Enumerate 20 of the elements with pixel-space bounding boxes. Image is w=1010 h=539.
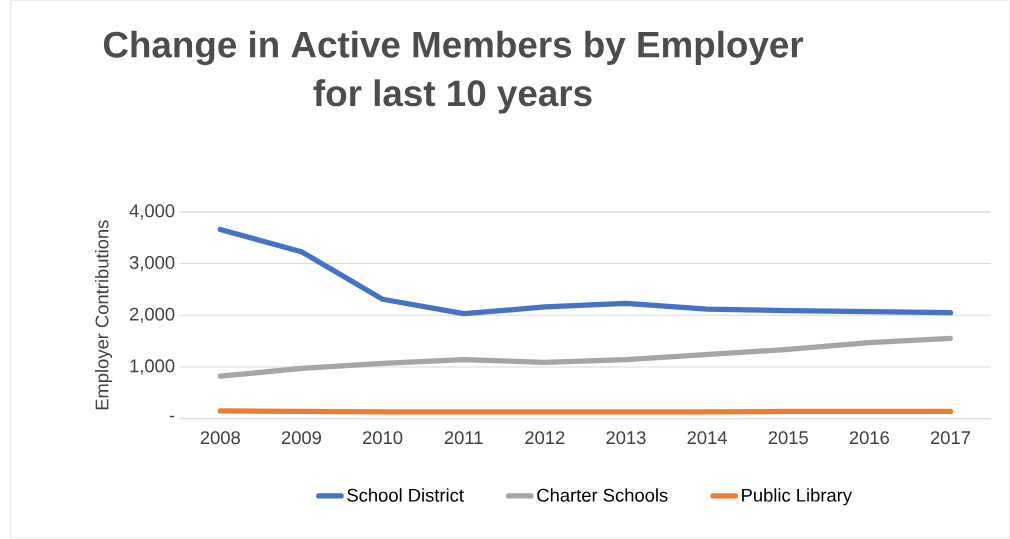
legend-label: Public Library [742, 488, 852, 506]
x-tick-label: 2009 [281, 431, 322, 445]
x-tick-label: 2010 [363, 431, 403, 445]
x-tick-label: 2017 [930, 431, 970, 445]
y-axis-title: Employer Contributions [95, 220, 113, 410]
x-tick-label: 2014 [687, 431, 727, 445]
x-tick-label: 2011 [444, 431, 483, 445]
x-tick-label: 2008 [200, 431, 240, 445]
x-tick-label: 2013 [606, 431, 646, 445]
x-tick-label: 2015 [768, 431, 808, 445]
chart-title: Change in Active Members by Employer for last 10 years [103, 30, 804, 114]
y-tick-label: 4,000 [129, 204, 175, 220]
y-tick-label: 3,000 [129, 256, 175, 272]
legend-label: School District [347, 488, 464, 502]
y-tick-label: 2,000 [129, 307, 175, 324]
x-tick-label: 2012 [525, 431, 565, 445]
legend-label: Charter Schools [537, 488, 668, 502]
y-tick-label: - [169, 416, 175, 418]
y-tick-label: 1,000 [130, 359, 175, 375]
x-tick-label: 2016 [849, 431, 889, 445]
